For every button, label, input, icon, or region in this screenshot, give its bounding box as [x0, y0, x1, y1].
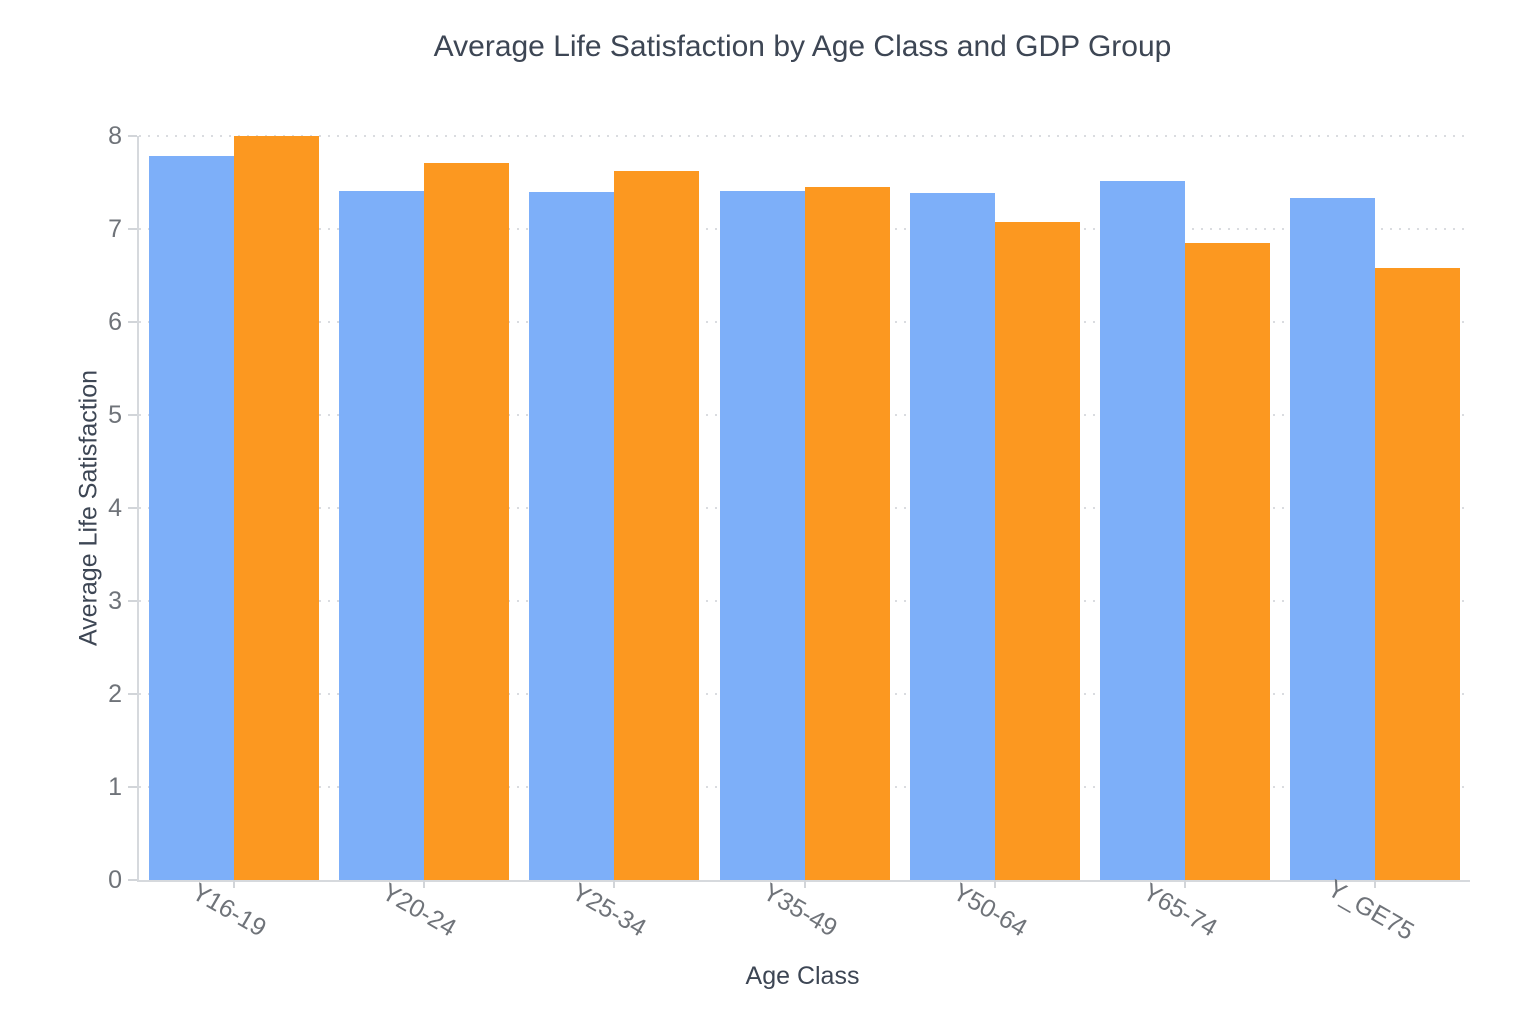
bar-orange-Y50-64[interactable]	[994, 221, 1080, 880]
y-tick-label-4: 4	[108, 494, 122, 522]
y-tick-label-1: 1	[108, 773, 122, 801]
gridline-y-8	[139, 135, 1470, 137]
x-tick-Y65-74	[1183, 880, 1186, 888]
y-tick-4	[128, 507, 137, 509]
x-tick-Y16-19	[233, 880, 236, 888]
x-tick-Y50-64	[993, 880, 996, 888]
x-tick-Y35-49	[803, 880, 806, 888]
bar-orange-Y16-19[interactable]	[234, 136, 320, 880]
y-tick-label-8: 8	[108, 122, 122, 150]
bar-blue-Y_GE75[interactable]	[1289, 198, 1375, 880]
x-tick-label-Y35-49: Y35-49	[757, 877, 842, 943]
y-tick-label-0: 0	[108, 866, 122, 894]
y-tick-3	[128, 600, 137, 602]
y-tick-label-3: 3	[108, 587, 122, 615]
y-tick-label-5: 5	[108, 401, 122, 429]
x-tick-Y_GE75	[1373, 880, 1376, 888]
bar-orange-Y25-34[interactable]	[614, 171, 700, 880]
plot-area	[128, 135, 1470, 888]
bar-blue-Y25-34[interactable]	[529, 191, 615, 880]
x-tick-label-Y_GE75: Y_GE75	[1322, 874, 1419, 946]
y-tick-1	[128, 786, 137, 788]
x-tick-label-Y65-74: Y65-74	[1137, 877, 1222, 943]
bar-orange-Y20-24[interactable]	[424, 162, 510, 880]
bar-blue-Y50-64[interactable]	[909, 192, 995, 880]
x-tick-label-Y16-19: Y16-19	[187, 877, 272, 943]
bar-orange-Y_GE75[interactable]	[1374, 268, 1460, 880]
y-tick-label-7: 7	[108, 215, 122, 243]
y-tick-8	[128, 135, 137, 137]
bar-blue-Y16-19[interactable]	[149, 156, 235, 880]
bar-orange-Y35-49[interactable]	[804, 187, 890, 880]
bar-blue-Y65-74[interactable]	[1099, 180, 1185, 880]
chart-title: Average Life Satisfaction by Age Class a…	[433, 30, 1172, 63]
y-tick-2	[128, 693, 137, 695]
bar-blue-Y20-24[interactable]	[339, 190, 425, 880]
x-tick-Y25-34	[613, 880, 616, 888]
y-tick-7	[128, 228, 137, 230]
bar-orange-Y65-74[interactable]	[1184, 242, 1270, 880]
y-tick-6	[128, 321, 137, 323]
y-tick-label-2: 2	[108, 680, 122, 708]
x-tick-Y20-24	[423, 880, 426, 888]
x-axis-tick-labels: Y16-19 Y20-24 Y25-34 Y35-49 Y50-64 Y65-74 Y_GE…	[137, 874, 1468, 962]
y-tick-label-6: 6	[108, 308, 122, 336]
x-tick-label-Y25-34: Y25-34	[567, 877, 652, 943]
x-axis-title: Age Class	[745, 962, 860, 990]
x-tick-label-Y20-24: Y20-24	[377, 877, 462, 943]
bar-blue-Y35-49[interactable]	[719, 190, 805, 880]
y-axis-tick-labels: 0 1 2 3 4 5 6 7 8	[0, 122, 122, 894]
x-tick-label-Y50-64: Y50-64	[947, 877, 1032, 943]
y-tick-5	[128, 414, 137, 416]
y-tick-0	[128, 879, 137, 881]
